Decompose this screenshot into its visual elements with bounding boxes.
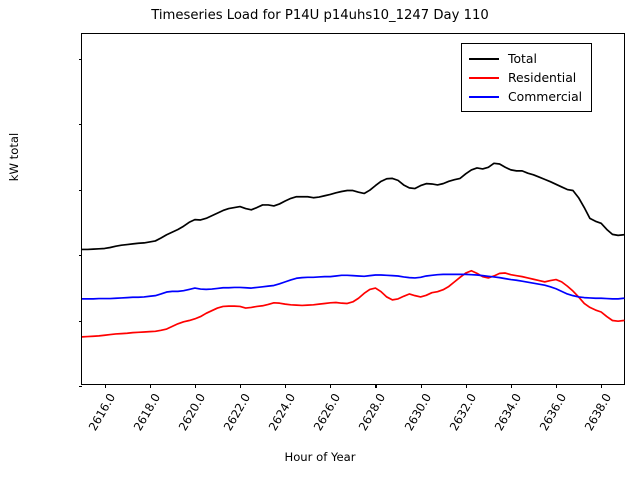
legend-swatch-total-icon <box>469 57 499 60</box>
x-tick-mark <box>104 384 106 388</box>
x-tick-mark <box>420 384 422 388</box>
x-tick-mark <box>601 384 603 388</box>
x-tick-label: 2626.0 <box>311 391 344 434</box>
y-tick-mark <box>78 255 82 257</box>
x-tick-label: 2624.0 <box>265 391 299 434</box>
legend-item-residential: Residential <box>469 68 582 87</box>
y-tick-mark <box>78 189 82 191</box>
series-line-total <box>82 162 625 251</box>
x-tick-mark <box>149 384 151 388</box>
legend-label: Commercial <box>508 89 583 104</box>
y-tick-mark <box>78 58 82 60</box>
x-tick-mark <box>465 384 467 388</box>
x-tick-mark <box>510 384 512 388</box>
legend-swatch-commercial-icon <box>469 95 499 98</box>
legend-label: Residential <box>508 70 577 85</box>
x-tick-mark <box>285 384 287 388</box>
chart-title: Timeseries Load for P14U p14uhs10_1247 D… <box>151 8 489 23</box>
x-tick-mark <box>330 384 332 388</box>
plot-lines <box>82 162 625 338</box>
x-tick-label: 2638.0 <box>581 391 615 434</box>
x-tick-mark <box>375 384 377 388</box>
y-tick-mark <box>78 386 82 388</box>
x-tick-label: 2632.0 <box>446 391 479 434</box>
x-tick-mark <box>194 384 196 388</box>
x-tick-mark <box>556 384 558 388</box>
series-line-commercial <box>82 273 625 300</box>
legend-swatch-residential-icon <box>469 76 499 79</box>
x-tick-label: 2630.0 <box>401 391 434 434</box>
legend-label: Total <box>508 51 537 66</box>
x-axis-label: Hour of Year <box>284 450 356 464</box>
y-tick-mark <box>78 124 82 126</box>
x-tick-label: 2636.0 <box>536 391 570 434</box>
y-axis-label: kW total <box>7 132 21 182</box>
legend-item-total: Total <box>469 49 582 68</box>
x-tick-label: 2634.0 <box>491 391 524 434</box>
legend-item-commercial: Commercial <box>469 87 582 106</box>
x-tick-label: 2622.0 <box>220 391 254 434</box>
x-tick-mark <box>240 384 242 388</box>
series-line-residential <box>82 269 625 338</box>
x-tick-label: 2618.0 <box>130 391 163 434</box>
x-tick-label: 2628.0 <box>356 391 389 434</box>
y-tick-mark <box>78 320 82 322</box>
x-tick-label: 2616.0 <box>85 391 118 434</box>
x-tick-label: 2620.0 <box>175 391 208 434</box>
chart-legend: Total Residential Commercial <box>461 43 593 112</box>
